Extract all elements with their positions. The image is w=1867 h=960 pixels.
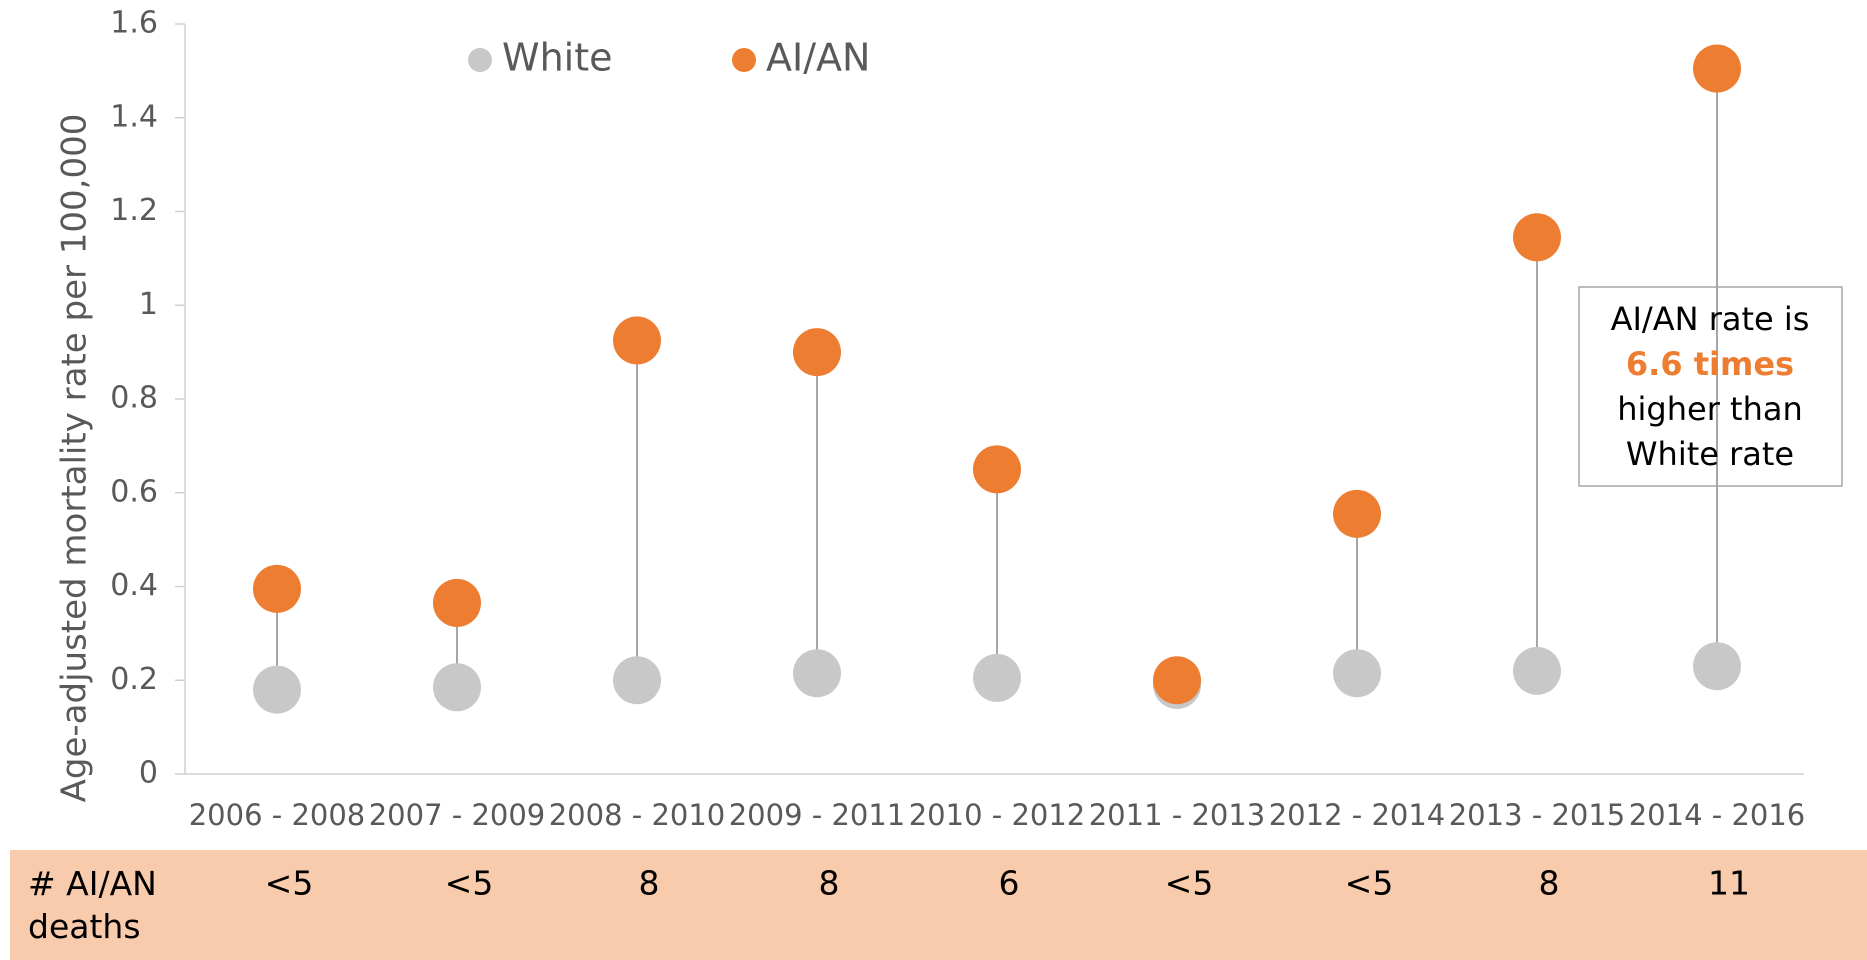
deaths-value: <5 [265, 864, 314, 903]
y-tick-label: 0 [139, 756, 158, 791]
y-tick-label: 1.2 [110, 193, 158, 228]
y-tick-label: 1.4 [110, 99, 158, 134]
dot-1 [793, 328, 841, 377]
dot-0 [1333, 649, 1381, 698]
x-tick-label: 2014 - 2016 [1629, 798, 1806, 832]
x-tick-label: 2008 - 2010 [549, 798, 726, 832]
x-tick-label: 2011 - 2013 [1089, 798, 1266, 832]
deaths-value: 11 [1708, 864, 1750, 903]
annotation-box [1578, 286, 1843, 487]
x-tick-label: 2006 - 2008 [189, 798, 366, 832]
deaths-band [10, 850, 1867, 960]
y-tick-label: 0.2 [110, 662, 158, 697]
y-tick-label: 0.4 [110, 568, 158, 603]
dot-1 [1693, 44, 1741, 93]
legend-marker [732, 48, 756, 72]
deaths-value: 8 [819, 864, 840, 903]
dot-1 [1333, 489, 1381, 538]
dot-1 [1153, 656, 1201, 705]
dot-0 [253, 665, 301, 714]
dot-1 [253, 564, 301, 613]
deaths-value: <5 [1345, 864, 1394, 903]
y-tick-label: 1 [139, 287, 158, 322]
y-axis-label: Age-adjusted mortality rate per 100,000 [55, 114, 95, 803]
dot-0 [613, 656, 661, 705]
y-tick-label: 1.6 [110, 6, 158, 41]
deaths-label: # AI/AN deaths [28, 864, 157, 946]
x-tick-label: 2012 - 2014 [1269, 798, 1446, 832]
annotation-line: White rate [1626, 435, 1794, 473]
x-tick-label: 2013 - 2015 [1449, 798, 1626, 832]
dot-0 [1693, 642, 1741, 691]
deaths-value: 6 [999, 864, 1020, 903]
dot-1 [613, 316, 661, 365]
deaths-value: 8 [1539, 864, 1560, 903]
deaths-value: 8 [639, 864, 660, 903]
legend-label: White [502, 36, 613, 80]
x-tick-label: 2010 - 2012 [909, 798, 1086, 832]
dot-1 [433, 578, 481, 627]
y-tick-label: 0.8 [110, 381, 158, 416]
deaths-value: <5 [445, 864, 494, 903]
legend-label: AI/AN [766, 36, 870, 80]
legend-marker [468, 48, 492, 72]
dot-0 [973, 653, 1021, 702]
deaths-value: <5 [1165, 864, 1214, 903]
dot-1 [973, 445, 1021, 494]
dot-0 [1513, 646, 1561, 695]
y-tick-label: 0.6 [110, 474, 158, 509]
annotation-line: 6.6 times [1626, 345, 1794, 383]
dot-0 [433, 663, 481, 712]
dot-0 [793, 649, 841, 698]
annotation-line: AI/AN rate is [1611, 300, 1810, 338]
dot-1 [1513, 213, 1561, 262]
annotation-line: higher than [1617, 390, 1803, 428]
x-tick-label: 2007 - 2009 [369, 798, 546, 832]
x-tick-label: 2009 - 2011 [729, 798, 906, 832]
